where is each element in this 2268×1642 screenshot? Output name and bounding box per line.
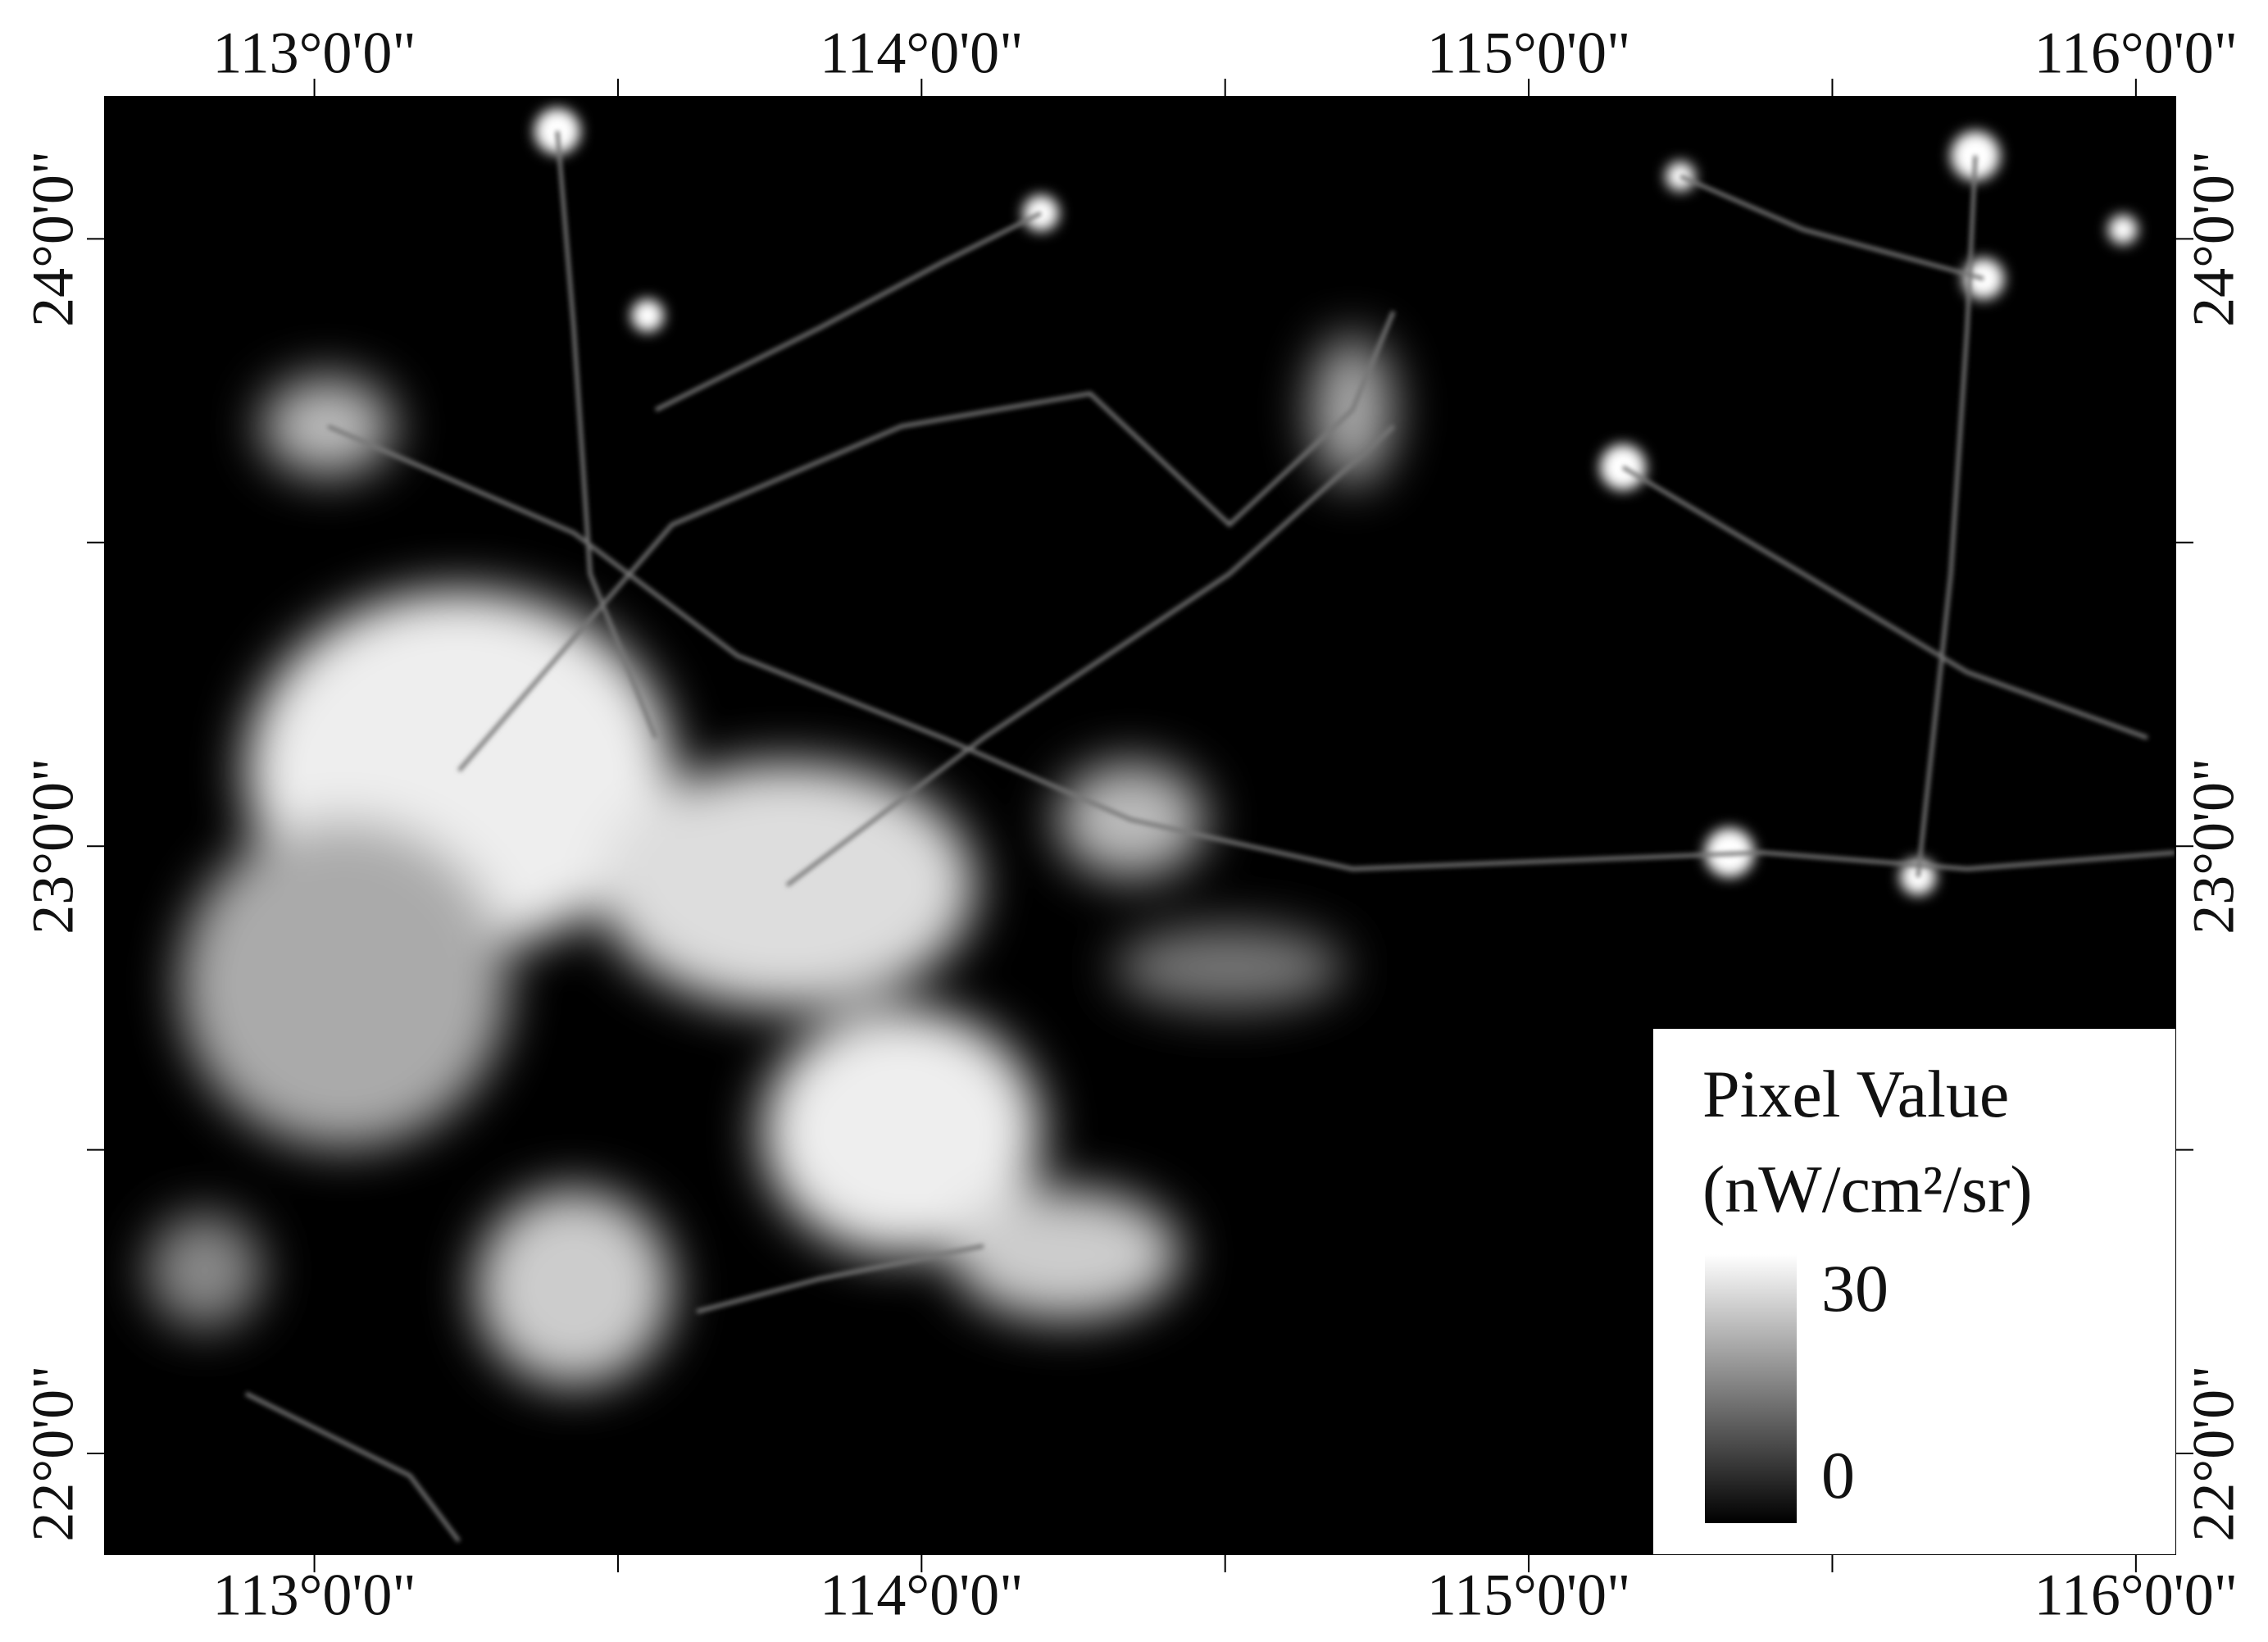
lon-tick-label: 116°0'0": [2034, 20, 2238, 86]
lon-tick-label: 114°0'0": [820, 1562, 1023, 1628]
legend-title: Pixel Value: [1702, 1057, 2009, 1131]
legend-unit: (nW/cm²/sr): [1702, 1152, 2033, 1226]
frame-border: [104, 96, 2176, 1555]
lat-tick-label: 22°0'0": [20, 1365, 86, 1541]
lat-tick-label: 22°0'0": [2181, 1365, 2247, 1541]
lat-tick-label: 23°0'0": [2181, 758, 2247, 935]
lat-tick-label: 24°0'0": [2181, 151, 2247, 327]
night-lights: [148, 108, 2175, 1543]
axes: 113°0'0" 113°0'0" 114°0'0" 114°0'0" 115°0'0"…: [20, 20, 2247, 1628]
lon-tick-label: 116°0'0": [2034, 1562, 2238, 1628]
lon-tick-label: 115°0'0": [1427, 1562, 1630, 1628]
lat-tick-label: 23°0'0": [20, 758, 86, 935]
lat-tick-label: 24°0'0": [20, 151, 86, 327]
lon-tick-label: 113°0'0": [212, 1562, 416, 1628]
color-ramp: [1705, 1254, 1797, 1523]
legend: Pixel Value (nW/cm²/sr) 30 0: [1653, 1029, 2175, 1554]
legend-ramp-label: 0: [1821, 1438, 1855, 1512]
lon-tick-label: 115°0'0": [1427, 20, 1630, 86]
lon-tick-label: 114°0'0": [820, 20, 1023, 86]
lon-tick-label: 113°0'0": [212, 20, 416, 86]
legend-ramp-label: 30: [1821, 1251, 1888, 1326]
